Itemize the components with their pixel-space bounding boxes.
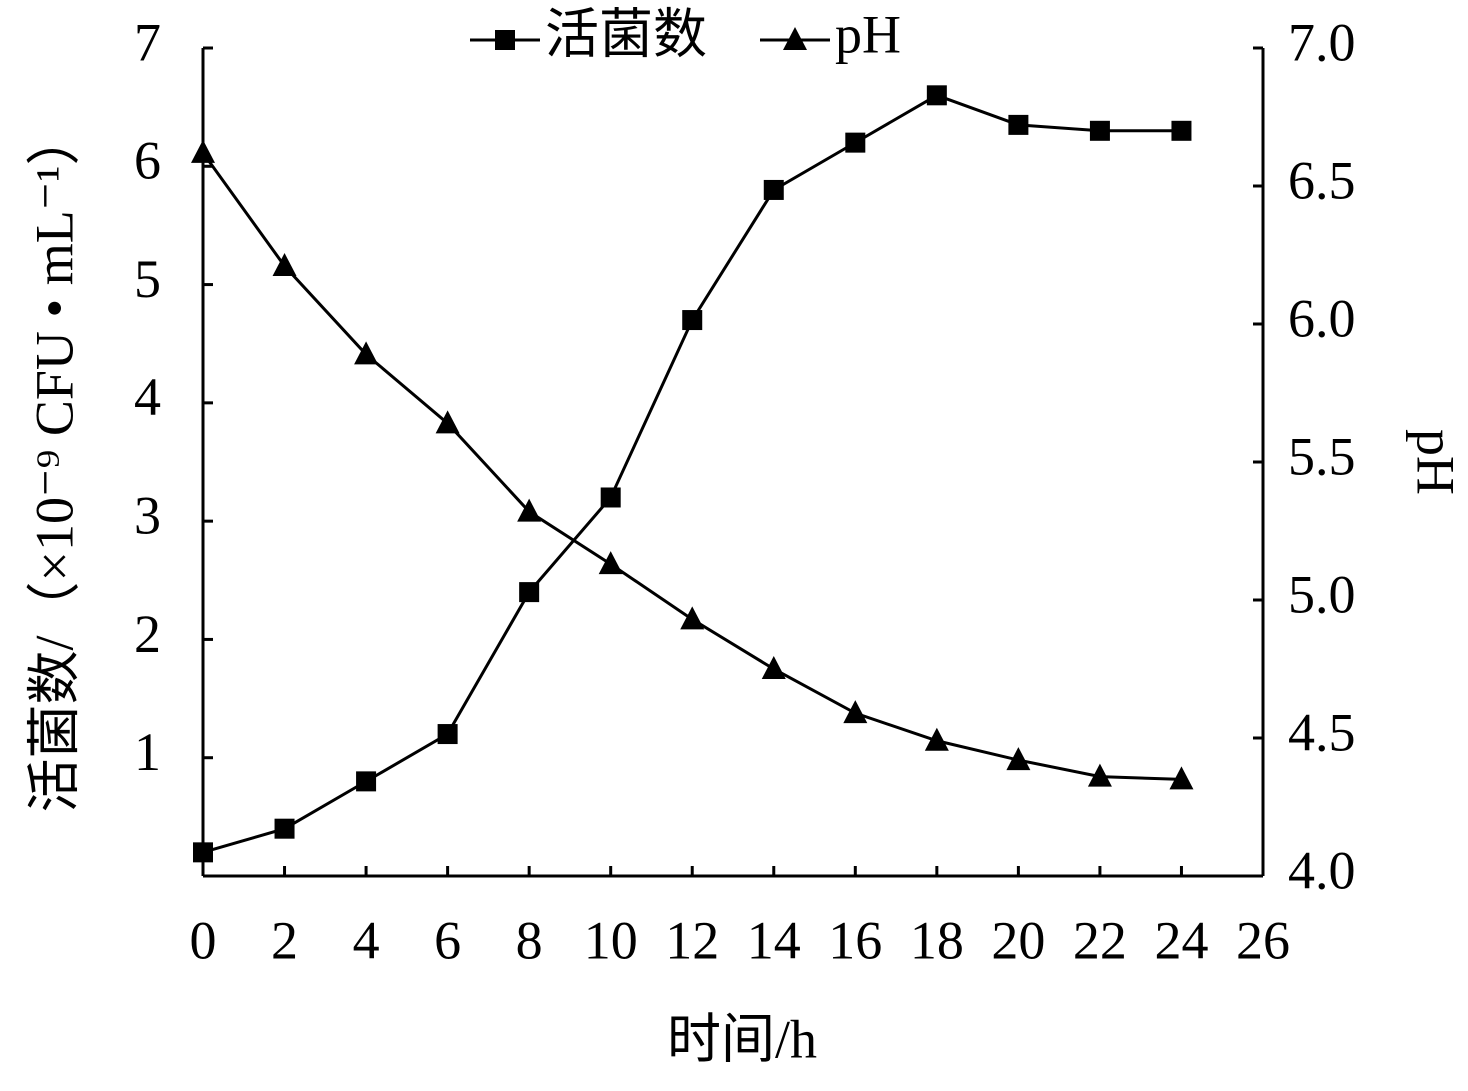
marker [1169, 766, 1194, 790]
x-tick-label: 26 [1236, 910, 1290, 970]
legend-label: 活菌数 [545, 4, 707, 64]
legend-label: pH [835, 4, 901, 64]
marker [437, 724, 458, 745]
x-tick-label: 12 [665, 910, 719, 970]
marker [274, 818, 295, 839]
x-tick-label: 20 [991, 910, 1045, 970]
marker [1087, 763, 1112, 787]
x-tick-label: 8 [516, 910, 543, 970]
marker [761, 656, 786, 679]
x-tick-label: 14 [747, 910, 801, 970]
y2-tick-label: 5.5 [1288, 426, 1356, 486]
legend-marker [495, 30, 515, 50]
marker [193, 842, 213, 863]
x-tick-label: 24 [1154, 910, 1208, 970]
x-tick-label: 10 [584, 910, 638, 970]
marker [924, 727, 949, 751]
series-line [201, 152, 1182, 781]
marker [682, 310, 703, 331]
x-tick-label: 4 [353, 910, 380, 970]
marker [272, 253, 297, 277]
marker [843, 700, 868, 724]
marker [680, 606, 705, 630]
y-tick-label: 1 [134, 722, 161, 782]
x-tick-label: 22 [1073, 910, 1127, 970]
y-tick-label: 2 [134, 604, 161, 664]
marker [356, 771, 377, 792]
legend-marker [783, 27, 807, 50]
x-tick-label: 18 [910, 910, 964, 970]
y-tick-label: 4 [134, 367, 161, 427]
marker [1008, 114, 1029, 135]
y2-tick-label: 6.0 [1288, 288, 1356, 348]
y-tick-label: 5 [134, 249, 161, 309]
marker [763, 179, 784, 200]
y2-axis-label: pH [1406, 429, 1466, 495]
marker [926, 85, 947, 106]
series-line [202, 93, 1182, 854]
marker [1089, 120, 1110, 141]
x-tick-label: 16 [828, 910, 882, 970]
marker [519, 582, 540, 603]
x-tick-label: 2 [271, 910, 298, 970]
y2-tick-label: 4.0 [1288, 840, 1356, 900]
x-tick-label: 0 [190, 910, 217, 970]
marker [1171, 120, 1192, 141]
y2-tick-label: 5.0 [1288, 564, 1356, 624]
y2-tick-label: 6.5 [1288, 150, 1356, 210]
y-tick-label: 6 [134, 131, 161, 191]
y-tick-label: 3 [134, 486, 161, 546]
marker [517, 498, 542, 522]
x-tick-label: 6 [434, 910, 461, 970]
y2-tick-label: 4.5 [1288, 702, 1356, 762]
marker [191, 139, 215, 163]
marker [1006, 747, 1031, 771]
y-tick-label: 7 [134, 12, 161, 72]
marker [845, 132, 866, 153]
y2-tick-label: 7.0 [1288, 12, 1356, 72]
y-axis-label: 活菌数/（×10⁻⁹ CFU • mL⁻¹） [24, 112, 84, 813]
x-axis-label: 时间/h [667, 1009, 817, 1069]
marker [598, 551, 623, 575]
marker [435, 410, 460, 434]
marker [354, 341, 379, 365]
marker [600, 487, 621, 508]
